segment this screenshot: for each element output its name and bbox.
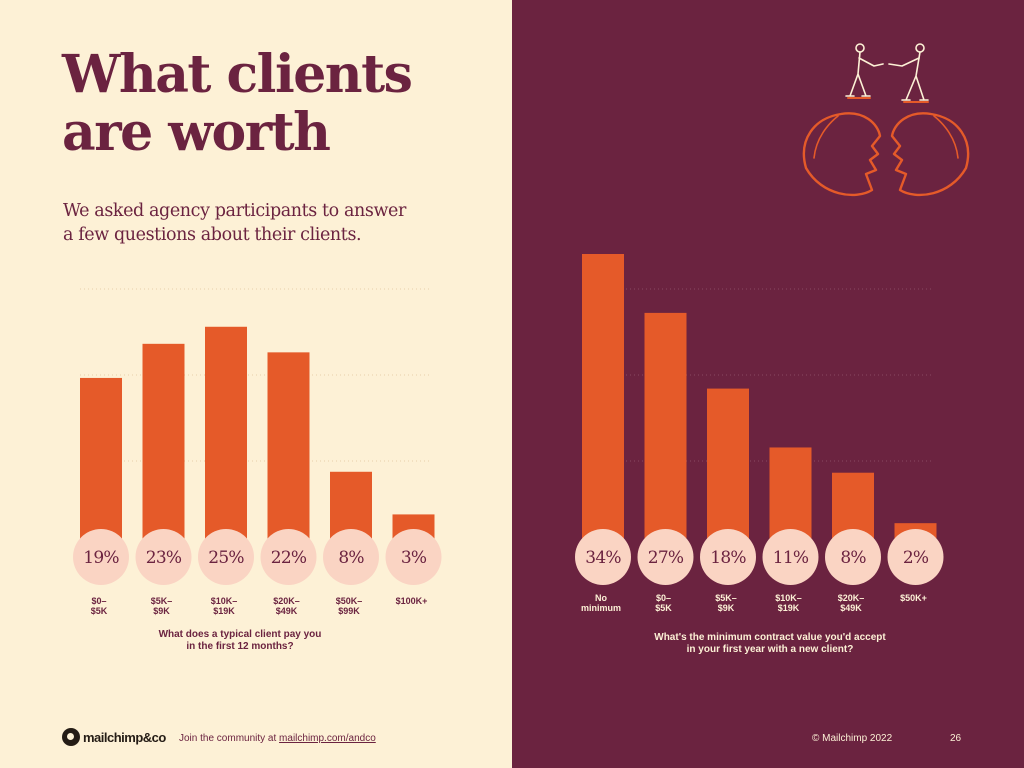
subtitle-line-1: We asked agency participants to answer	[63, 201, 406, 221]
handshake-heads-icon	[802, 43, 970, 197]
logo-wordmark: mailchimp&co	[83, 729, 166, 745]
value-badge	[575, 529, 631, 585]
tick-label: $19K	[213, 606, 235, 616]
tick-label: $5K	[91, 606, 108, 616]
tick-label: $20K–	[273, 596, 300, 606]
tick-label: $0–	[91, 596, 106, 606]
tick-label: $9K	[718, 603, 735, 613]
community-note: Join the community at mailchimp.com/andc…	[179, 733, 376, 744]
xlabel-line: What does a typical client pay you	[158, 629, 322, 640]
xlabel-line: What's the minimum contract value you'd …	[654, 632, 886, 643]
value-badge	[700, 529, 756, 585]
title-line-2: are worth	[62, 102, 331, 163]
bar	[707, 388, 749, 540]
title-line-1: What clients	[62, 44, 413, 105]
data-label: 27%	[648, 548, 684, 568]
tick-label: $50K+	[900, 593, 927, 603]
value-badge	[637, 529, 694, 585]
data-label: 8%	[840, 548, 866, 568]
bar	[832, 472, 874, 540]
bar	[142, 343, 185, 540]
tick-label: $19K	[778, 603, 800, 613]
community-prefix: Join the community at	[179, 733, 280, 744]
value-badge	[762, 529, 819, 585]
bar	[205, 326, 247, 540]
bar	[769, 447, 812, 540]
tick-label: $10K–	[211, 596, 238, 606]
tick-label: $5K	[655, 603, 672, 613]
page-number: 26	[950, 733, 962, 744]
tick-label: $9K	[153, 606, 170, 616]
data-label: 2%	[903, 548, 929, 568]
tick-label: $10K–	[775, 593, 802, 603]
tick-label: $5K–	[715, 593, 737, 603]
subtitle-line-2: a few questions about their clients.	[63, 225, 362, 245]
data-label: 11%	[773, 548, 809, 568]
data-label: 25%	[208, 548, 244, 568]
tick-label: $5K–	[151, 596, 173, 606]
bar	[267, 352, 310, 540]
value-badge	[260, 529, 317, 585]
tick-label: $99K	[338, 606, 360, 616]
min-contract-chart-xlabel: What's the minimum contract value you'd …	[600, 632, 940, 656]
freddie-icon	[62, 728, 80, 746]
data-label: 19%	[83, 548, 119, 568]
value-badge	[825, 529, 881, 585]
right-panel: 34% No minimum 27% $0– $5K 18% $5K– $9K 11% $10K– $…	[512, 0, 1024, 768]
left-panel: What clients are worth We asked agency p…	[0, 0, 512, 768]
bar	[582, 254, 624, 540]
client-pay-chart: 19%$0–$5K23%$5K–$9K25%$10K–$19K22%$20K–$…	[73, 288, 442, 616]
value-badge	[887, 529, 944, 585]
value-badge	[135, 529, 192, 585]
bar	[330, 471, 372, 540]
value-badge	[323, 529, 379, 585]
tick-label: $100K+	[396, 596, 428, 606]
tick-label: minimum	[581, 603, 621, 613]
data-label: 8%	[338, 548, 364, 568]
min-contract-chart: 34%Nominimum27%$0–$5K18%$5K–$9K11%$10K–$…	[575, 254, 944, 613]
page-title: What clients are worth	[62, 46, 482, 162]
xlabel-line: in your first year with a new client?	[686, 644, 854, 655]
value-badge	[73, 529, 129, 585]
mailchimp-logo[interactable]: mailchimp&co	[62, 728, 166, 746]
data-label: 18%	[710, 548, 746, 568]
tick-label: $50K–	[336, 596, 363, 606]
bar	[80, 377, 122, 540]
data-label: 34%	[585, 548, 621, 568]
tick-label: $0–	[656, 593, 671, 603]
value-badge	[198, 529, 254, 585]
tick-label: $20K–	[838, 593, 865, 603]
tick-label: $49K	[276, 606, 298, 616]
value-badge	[385, 529, 442, 585]
data-label: 3%	[401, 548, 427, 568]
tick-label: No	[595, 593, 607, 603]
data-label: 22%	[271, 548, 307, 568]
xlabel-line: in the first 12 months?	[186, 641, 294, 652]
community-link[interactable]: mailchimp.com/andco	[279, 733, 376, 744]
copyright: © Mailchimp 2022	[812, 733, 893, 744]
tick-label: $49K	[840, 603, 862, 613]
page-subtitle: We asked agency participants to answer a…	[63, 199, 483, 247]
client-pay-chart-xlabel: What does a typical client pay you in th…	[70, 629, 410, 653]
data-label: 23%	[146, 548, 182, 568]
bar	[644, 312, 687, 540]
